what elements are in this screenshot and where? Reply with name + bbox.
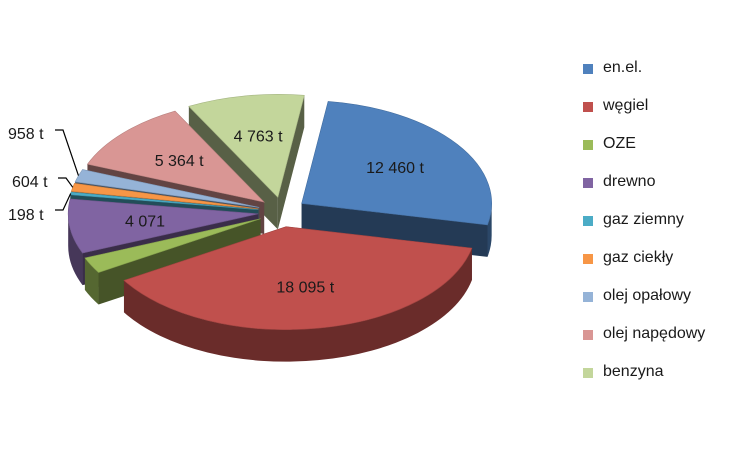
legend-label: OZE bbox=[603, 135, 636, 152]
legend-swatch bbox=[583, 64, 593, 74]
legend-label: benzyna bbox=[603, 363, 664, 380]
slice-value-label: 958 t bbox=[8, 126, 44, 143]
legend-item: benzyna bbox=[583, 362, 748, 400]
legend-label: gaz ziemny bbox=[603, 211, 684, 228]
slice-value-label: 604 t bbox=[12, 174, 48, 191]
legend-item: OZE bbox=[583, 134, 748, 172]
legend-label: en.el. bbox=[603, 59, 643, 76]
legend-swatch bbox=[583, 102, 593, 112]
pie-slice bbox=[301, 101, 492, 257]
legend-item: olej napędowy bbox=[583, 324, 748, 362]
pie-slice-top bbox=[86, 110, 266, 203]
label-leader-line bbox=[55, 193, 72, 211]
legend-label: drewno bbox=[603, 173, 656, 190]
legend-label: olej napędowy bbox=[603, 325, 706, 342]
legend-item: gaz ziemny bbox=[583, 210, 748, 248]
legend-swatch bbox=[583, 368, 593, 378]
slice-value-label: 5 364 t bbox=[155, 153, 204, 170]
legend-item: węgiel bbox=[583, 96, 748, 134]
slice-value-label: 198 t bbox=[8, 207, 44, 224]
legend-swatch bbox=[583, 140, 593, 150]
pie-slice-top bbox=[67, 198, 259, 254]
pie-slice bbox=[123, 226, 473, 362]
legend-label: gaz ciekły bbox=[603, 249, 674, 266]
pie-slice-top bbox=[123, 226, 473, 330]
slice-value-label: 4 763 t bbox=[234, 128, 283, 145]
legend-item: gaz ciekły bbox=[583, 248, 748, 286]
legend-swatch bbox=[583, 292, 593, 302]
label-leader-line bbox=[55, 129, 80, 176]
slice-value-label: 12 460 t bbox=[366, 160, 424, 177]
legend-label: węgiel bbox=[603, 97, 649, 114]
legend-swatch bbox=[583, 254, 593, 264]
slice-value-label: 4 071 bbox=[125, 213, 165, 230]
pie-slice-top bbox=[301, 101, 492, 226]
legend-swatch bbox=[583, 330, 593, 340]
legend-swatch bbox=[583, 216, 593, 226]
pie-slice-top bbox=[84, 218, 261, 273]
label-leader-line bbox=[58, 177, 74, 188]
legend: en.el. węgiel OZE drewno gaz ziemny gaz ciekł… bbox=[583, 58, 748, 400]
legend-label: olej opałowy bbox=[603, 287, 692, 304]
legend-swatch bbox=[583, 178, 593, 188]
legend-item: drewno bbox=[583, 172, 748, 210]
legend-item: olej opałowy bbox=[583, 286, 748, 324]
pie-slice-top bbox=[188, 94, 305, 198]
legend-item: en.el. bbox=[583, 58, 748, 96]
slice-value-label: 18 095 t bbox=[276, 280, 334, 297]
